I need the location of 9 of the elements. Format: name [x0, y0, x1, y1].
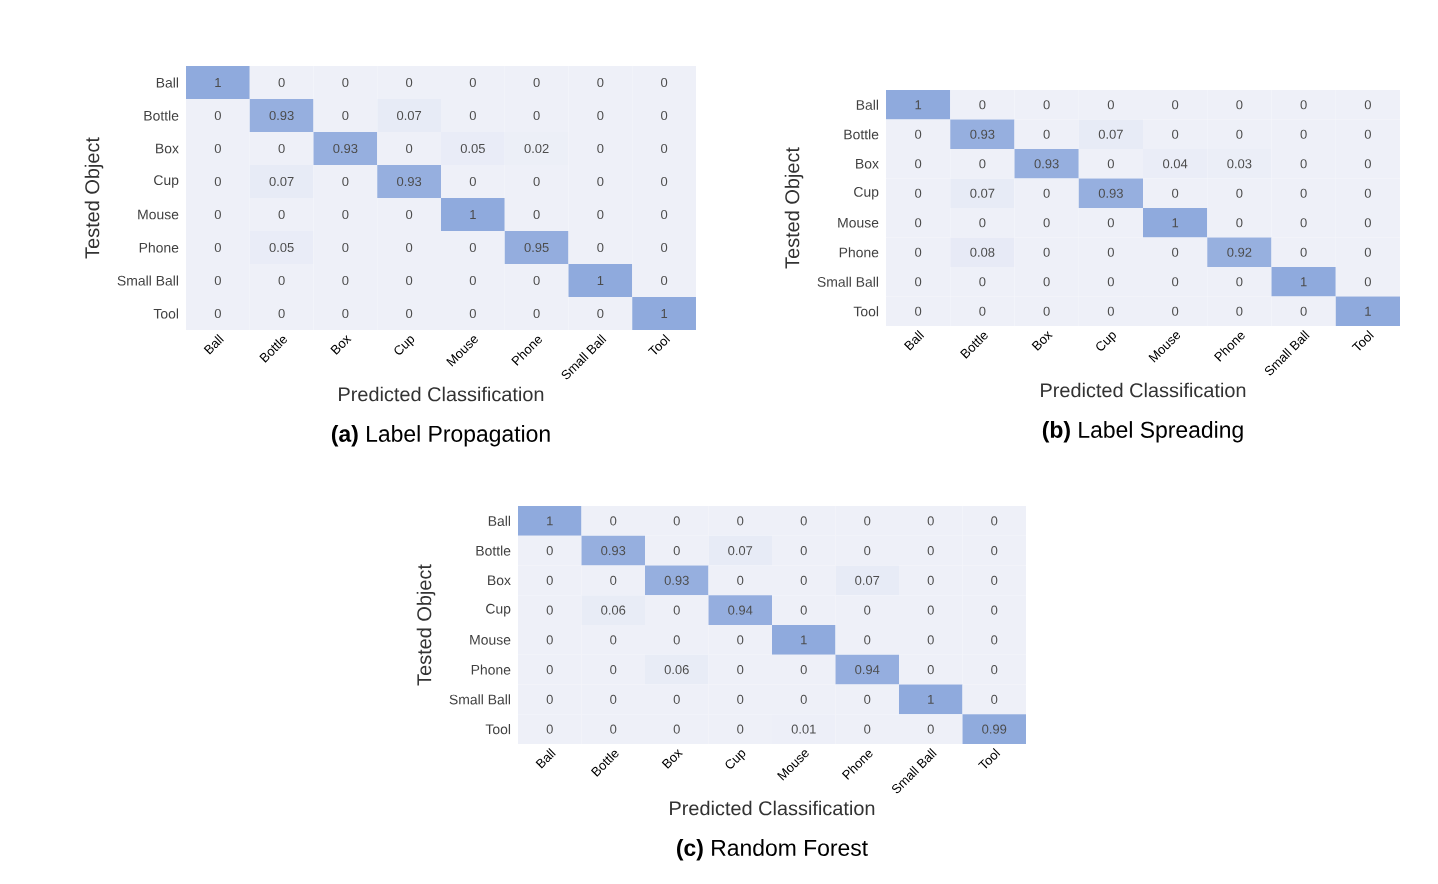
x-axis-title: Predicted Classification — [1041, 382, 1246, 398]
text: (b) Label Spreading — [1042, 421, 1243, 443]
x-axis-title: Predicted Classification — [670, 800, 875, 816]
x-axis-title: Predicted Classification — [339, 386, 544, 402]
y-axis-title: Tested Object — [416, 564, 436, 686]
text: (a) Label Propagation — [331, 425, 550, 447]
y-axis-title: Tested Object — [84, 137, 104, 259]
y-axis-title: Tested Object — [784, 147, 804, 269]
text: (c) Random Forest — [677, 839, 868, 861]
